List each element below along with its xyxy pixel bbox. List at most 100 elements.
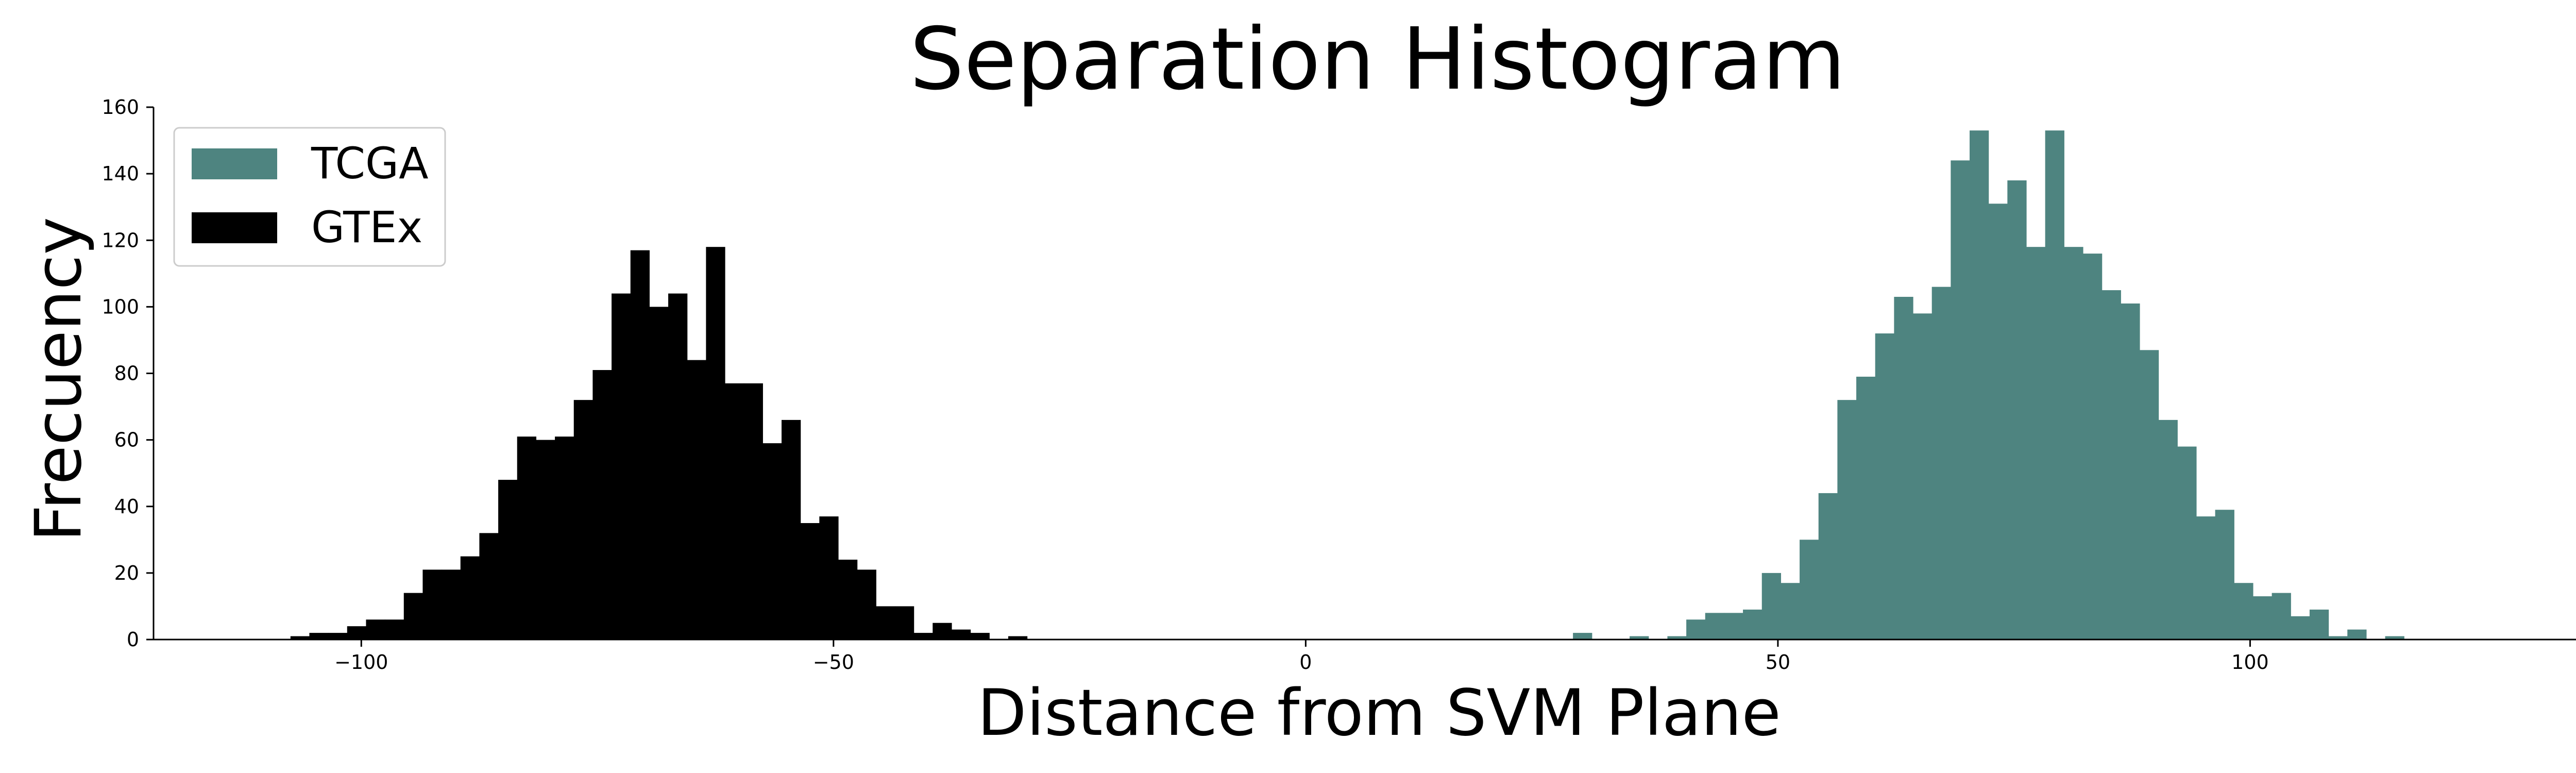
- tcga-bar: [2121, 303, 2140, 640]
- x-tick-label: −50: [813, 651, 854, 674]
- gtex-bar: [933, 623, 952, 640]
- gtex-bar: [612, 293, 631, 640]
- gtex-bar: [592, 370, 612, 640]
- tcga-bar: [2158, 419, 2178, 640]
- gtex-bar: [385, 619, 404, 640]
- tcga-bar: [2102, 290, 2121, 640]
- tcga-bar: [1931, 287, 1951, 640]
- gtex-bar: [970, 633, 990, 640]
- gtex-bar: [309, 633, 329, 640]
- x-tick-label: 0: [1299, 651, 1312, 674]
- tcga-bars: [1573, 130, 2404, 640]
- tcga-bar: [1951, 160, 1970, 640]
- tcga-bar: [1630, 636, 1649, 640]
- gtex-bars: [290, 247, 1028, 640]
- legend-label-gtex: GTEx: [311, 202, 422, 253]
- gtex-bar: [290, 636, 310, 640]
- tcga-bar: [1837, 400, 1857, 640]
- gtex-bar: [460, 556, 480, 640]
- x-axis-ticks: −100 −50 0 50 100: [334, 640, 2269, 674]
- tcga-bar: [2139, 350, 2159, 640]
- gtex-bar: [573, 400, 593, 640]
- y-axis-label: Frecuency: [22, 217, 96, 542]
- gtex-bar: [630, 250, 650, 640]
- tcga-bar: [2385, 636, 2404, 640]
- gtex-bar: [517, 436, 536, 640]
- gtex-bar: [782, 419, 801, 640]
- tcga-bar: [1781, 583, 1800, 640]
- y-tick-label: 0: [127, 628, 139, 651]
- gtex-bar: [403, 593, 423, 640]
- y-tick-label: 80: [114, 362, 139, 385]
- gtex-bar: [762, 443, 782, 640]
- y-tick-label: 160: [101, 96, 139, 119]
- tcga-bar: [2215, 510, 2234, 640]
- tcga-bar: [2272, 593, 2291, 640]
- tcga-bar: [2252, 596, 2273, 640]
- legend-swatch-tcga: [192, 148, 277, 179]
- gtex-bar: [819, 516, 839, 640]
- tcga-bar: [1988, 204, 2008, 640]
- tcga-bar: [1686, 619, 1706, 640]
- tcga-bar: [2196, 516, 2216, 640]
- tcga-bar: [1894, 297, 1913, 640]
- legend: TCGA GTEx: [173, 127, 446, 267]
- tcga-bar: [1913, 313, 1933, 640]
- tcga-bar: [2026, 247, 2046, 640]
- x-tick-label: 100: [2231, 651, 2269, 674]
- tcga-bar: [2347, 629, 2367, 640]
- gtex-bar: [555, 436, 574, 640]
- y-tick-label: 40: [114, 495, 139, 518]
- gtex-bar: [422, 569, 442, 640]
- tcga-bar: [2007, 180, 2027, 640]
- y-tick-label: 140: [101, 162, 139, 185]
- tcga-bar: [2064, 247, 2083, 640]
- y-tick-label: 20: [114, 562, 139, 584]
- gtex-bar: [366, 619, 385, 640]
- tcga-bar: [1970, 130, 1989, 640]
- chart-title: Separation Histogram: [910, 10, 1845, 109]
- gtex-bar: [347, 626, 367, 640]
- tcga-bar: [1761, 573, 1781, 640]
- y-tick-label: 120: [101, 229, 139, 251]
- gtex-bar: [951, 629, 971, 640]
- gtex-bar: [838, 560, 858, 640]
- tcga-bar: [2177, 446, 2197, 640]
- gtex-bar: [442, 569, 461, 640]
- tcga-bar: [2234, 583, 2253, 640]
- tcga-bar: [1800, 540, 1819, 640]
- gtex-bar: [328, 633, 348, 640]
- y-axis-ticks: 0 20 40 60 80 100 120 140 160: [101, 96, 154, 651]
- gtex-bar: [536, 440, 555, 640]
- gtex-bar: [1008, 636, 1028, 640]
- tcga-bar: [1705, 613, 1725, 640]
- y-tick-label: 100: [101, 295, 139, 318]
- gtex-bar: [668, 293, 688, 640]
- gtex-bar: [800, 523, 820, 640]
- tcga-bar: [1573, 633, 1592, 640]
- x-axis-label: Distance from SVM Plane: [977, 676, 1781, 750]
- tcga-bar: [1818, 493, 1838, 640]
- x-tick-label: −100: [334, 651, 388, 674]
- gtex-bar: [725, 383, 744, 640]
- x-tick-label: 50: [1766, 651, 1790, 674]
- gtex-bar: [706, 247, 725, 640]
- gtex-bar: [876, 606, 895, 640]
- gtex-bar: [913, 633, 933, 640]
- gtex-bar: [479, 533, 499, 640]
- tcga-bar: [1743, 609, 1762, 640]
- tcga-bar: [2328, 636, 2348, 640]
- gtex-bar: [857, 569, 876, 640]
- y-tick-label: 60: [114, 429, 139, 451]
- tcga-bar: [2045, 130, 2064, 640]
- gtex-bar: [687, 360, 706, 640]
- gtex-bar: [498, 480, 518, 640]
- gtex-bar: [743, 383, 763, 640]
- tcga-bar: [1724, 613, 1743, 640]
- tcga-bar: [2291, 616, 2310, 640]
- legend-label-tcga: TCGA: [311, 138, 429, 189]
- legend-swatch-gtex: [192, 212, 277, 243]
- gtex-bar: [894, 606, 914, 640]
- tcga-bar: [2082, 254, 2103, 640]
